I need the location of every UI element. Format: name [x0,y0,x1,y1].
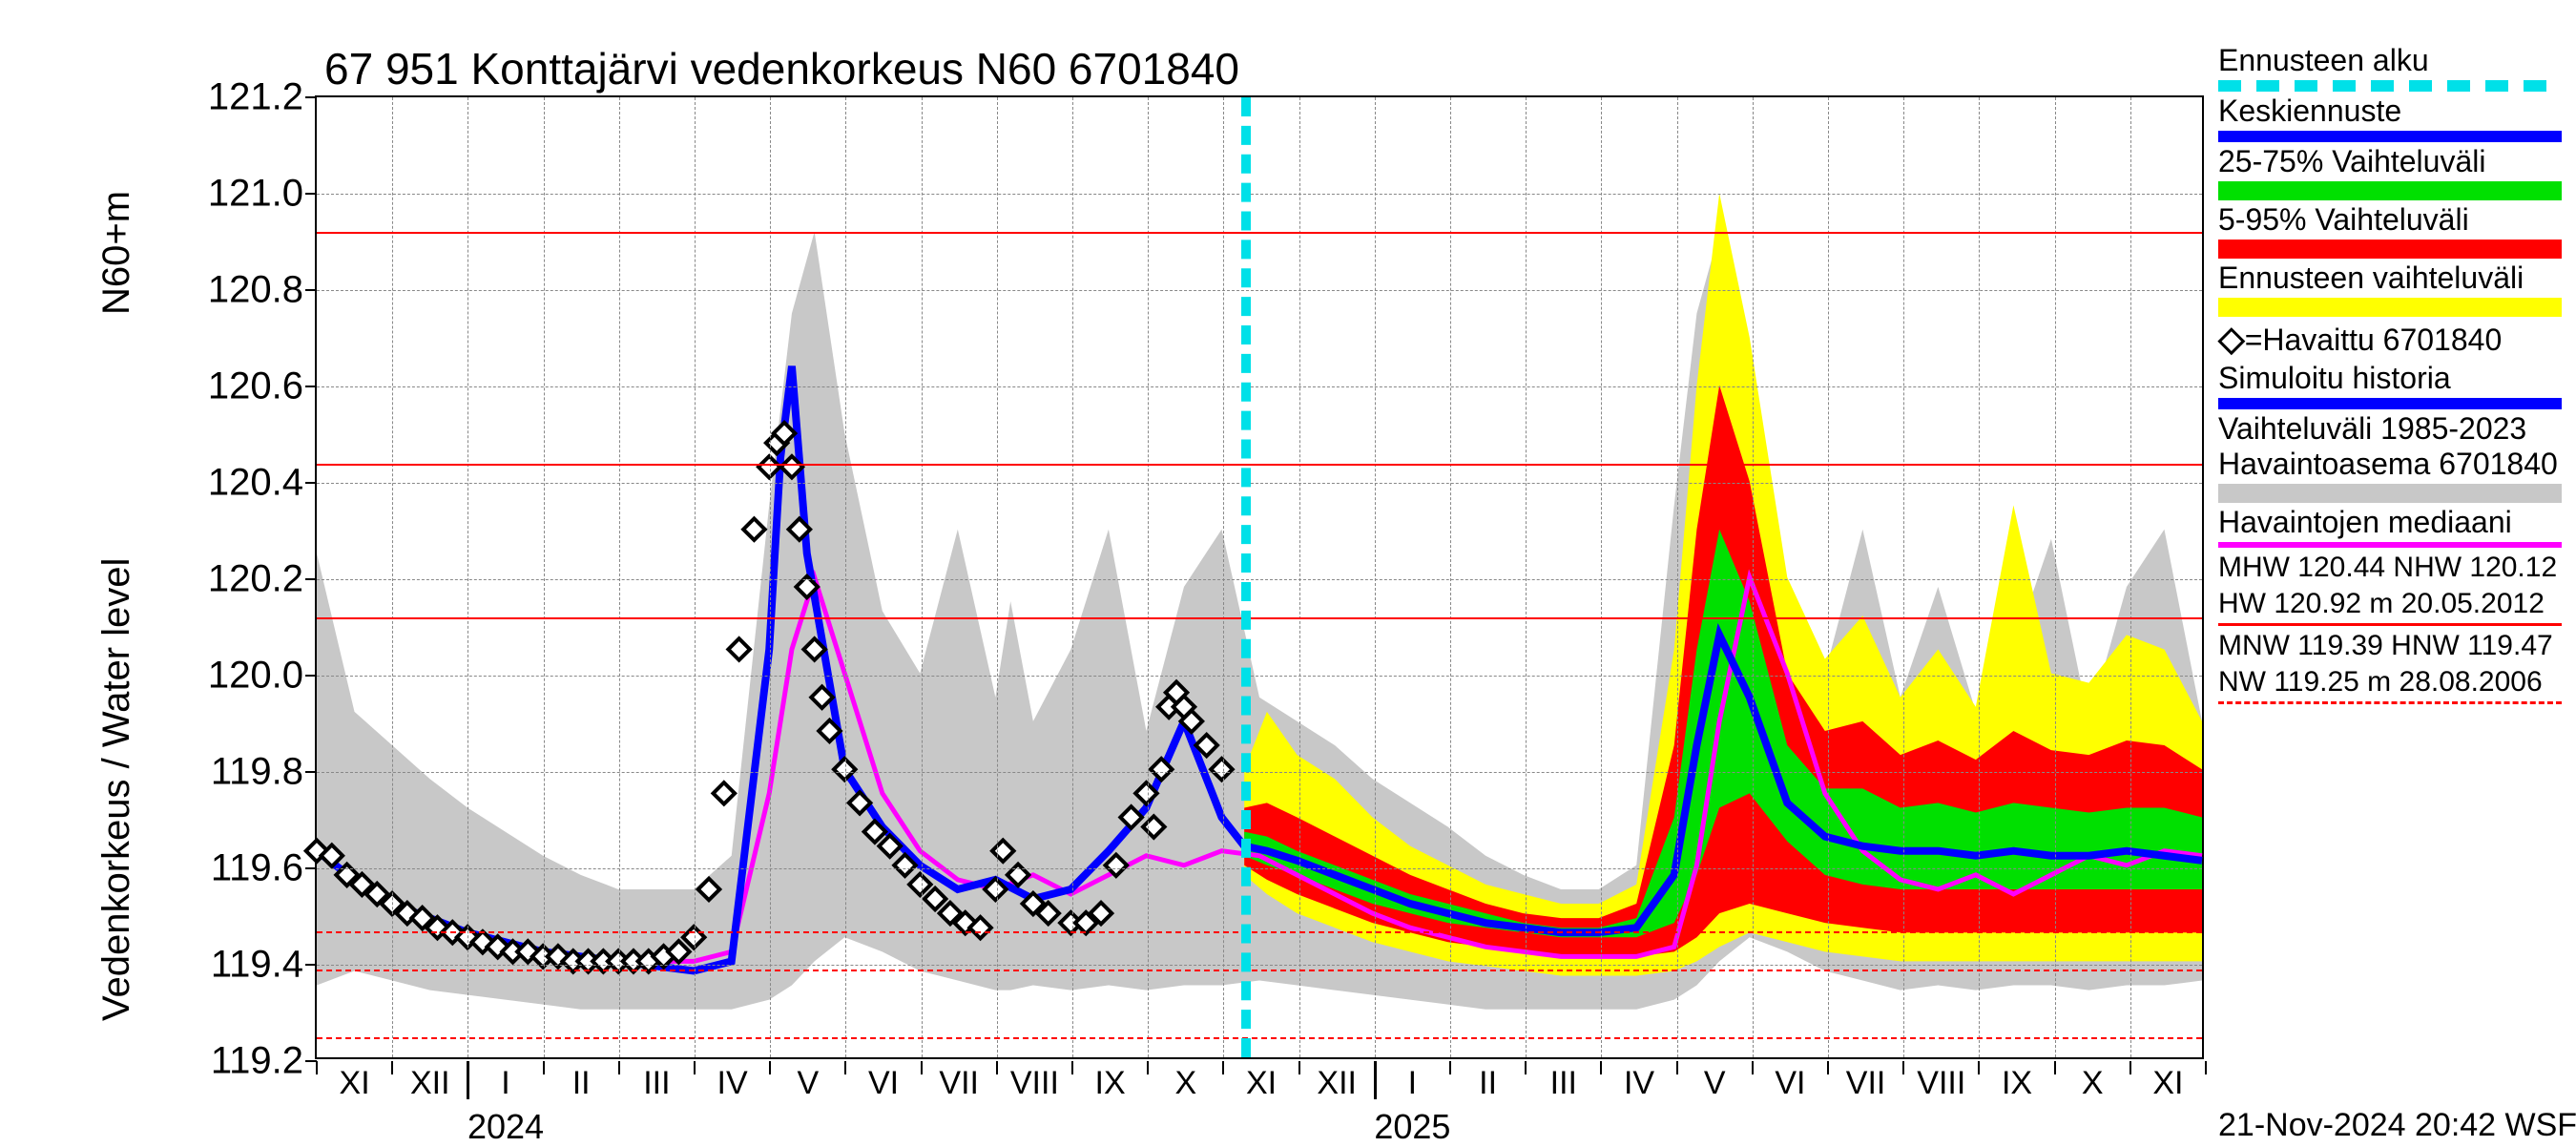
y-tick-label: 120.6 [208,365,317,408]
x-tick-label: VII [1846,1057,1886,1102]
y-tick-label: 119.4 [211,944,317,987]
legend-stats-text: NW 119.25 m 28.08.2006 [2218,664,2562,700]
diamond-icon: ◇ [2218,319,2245,358]
legend-label-text: 5-95% Vaihteluväli [2218,202,2469,237]
chart-title: 67 951 Konttajärvi vedenkorkeus N60 6701… [324,43,1239,94]
y-tick-label: 120.8 [208,269,317,312]
legend-sublabel-text: Havaintoasema 6701840 [2218,447,2562,482]
legend: Ennusteen alku Keskiennuste 25-75% Vaihtel… [2218,43,2562,704]
legend-swatch [2218,542,2562,548]
mean-forecast-line [317,366,2202,971]
reference-line-low [317,1037,2202,1039]
legend-stats-high: MHW 120.44 NHW 120.12HW 120.92 m 20.05.2… [2218,550,2562,626]
x-tick-label: III [643,1057,670,1102]
legend-item: Havaintojen mediaani [2218,505,2562,548]
legend-swatch [2218,484,2562,503]
legend-item: Vaihteluväli 1985-2023 Havaintoasema 670… [2218,411,2562,503]
x-tick-label: VI [868,1057,899,1102]
x-tick-label: XII [410,1057,450,1102]
y-tick-label: 121.2 [208,76,317,119]
y-axis-label-lower: Vedenkorkeus / Water level [95,558,138,1021]
legend-swatch [2218,398,2562,409]
legend-item: Simuloitu historia [2218,361,2562,409]
x-tick-label: VII [939,1057,979,1102]
legend-swatch [2218,623,2562,626]
y-axis-label-upper: N60+m [95,191,138,315]
x-tick-label: IX [1095,1057,1126,1102]
x-tick-label: II [1479,1057,1497,1102]
reference-line-low [317,931,2202,933]
legend-item: Ennusteen vaihteluväli [2218,261,2562,317]
plot-area: 119.2119.4119.6119.8120.0120.2120.4120.6… [315,95,2204,1059]
year-label: 2025 [1374,1057,1450,1147]
x-tick-label: IV [1624,1057,1654,1102]
x-tick-label: IX [2002,1057,2032,1102]
legend-label-text: Ennusteen vaihteluväli [2218,261,2524,295]
legend-label-text: =Havaittu 6701840 [2245,323,2503,357]
legend-swatch [2218,131,2562,142]
legend-item: ◇=Havaittu 6701840 [2218,319,2562,359]
x-tick-label: XI [1246,1057,1277,1102]
forecast-start-line [1241,97,1251,1057]
legend-swatch [2218,80,2562,92]
legend-stats-text: HW 120.92 m 20.05.2012 [2218,586,2562,622]
footer-timestamp: 21-Nov-2024 20:42 WSFS-O [2218,1107,2576,1144]
x-tick-label: VIII [1010,1057,1059,1102]
median-observations-line [317,577,2202,961]
year-label: 2024 [467,1057,544,1147]
x-tick-label: II [572,1057,591,1102]
legend-label-text: Keskiennuste [2218,94,2401,128]
x-tick-label: V [1704,1057,1726,1102]
x-tick-label: VIII [1917,1057,1965,1102]
legend-label-text: Ennusteen alku [2218,43,2429,77]
legend-swatch [2218,240,2562,259]
x-tick-label: IV [717,1057,748,1102]
legend-swatch [2218,298,2562,317]
x-tick-label: XII [1317,1057,1357,1102]
y-tick-label: 120.4 [208,462,317,505]
legend-swatch [2218,701,2562,704]
x-tick-label: XI [340,1057,370,1102]
legend-stats-low: MNW 119.39 HNW 119.47NW 119.25 m 28.08.2… [2218,628,2562,704]
legend-label-text: Vaihteluväli 1985-2023 [2218,411,2526,446]
x-tick-label: X [2082,1057,2104,1102]
reference-line-low [317,970,2202,971]
chart-container: 67 951 Konttajärvi vedenkorkeus N60 6701… [0,0,2576,1145]
legend-item: 5-95% Vaihteluväli [2218,202,2562,259]
x-tick-label: VI [1775,1057,1805,1102]
legend-swatch [2218,181,2562,200]
x-tick-label: XI [2152,1057,2183,1102]
reference-line-high [317,464,2202,466]
y-tick-label: 120.2 [208,558,317,601]
x-tick-label: III [1550,1057,1577,1102]
series-lines [317,97,2202,1057]
legend-stats-text: MNW 119.39 HNW 119.47 [2218,628,2562,664]
legend-label-text: Havaintojen mediaani [2218,505,2512,539]
y-tick-label: 119.6 [211,847,317,890]
reference-line-high [317,617,2202,619]
y-tick-label: 119.2 [211,1040,317,1083]
y-tick-label: 121.0 [208,173,317,216]
legend-label-text: 25-75% Vaihteluväli [2218,144,2485,178]
legend-label-text: Simuloitu historia [2218,361,2451,395]
x-tick-label: V [797,1057,819,1102]
y-tick-label: 119.8 [211,751,317,794]
legend-item: Keskiennuste [2218,94,2562,142]
y-tick-label: 120.0 [208,655,317,698]
legend-stats-text: MHW 120.44 NHW 120.12 [2218,550,2562,586]
reference-line-high [317,232,2202,234]
x-tick-label: X [1174,1057,1196,1102]
legend-item: 25-75% Vaihteluväli [2218,144,2562,200]
legend-item: Ennusteen alku [2218,43,2562,92]
